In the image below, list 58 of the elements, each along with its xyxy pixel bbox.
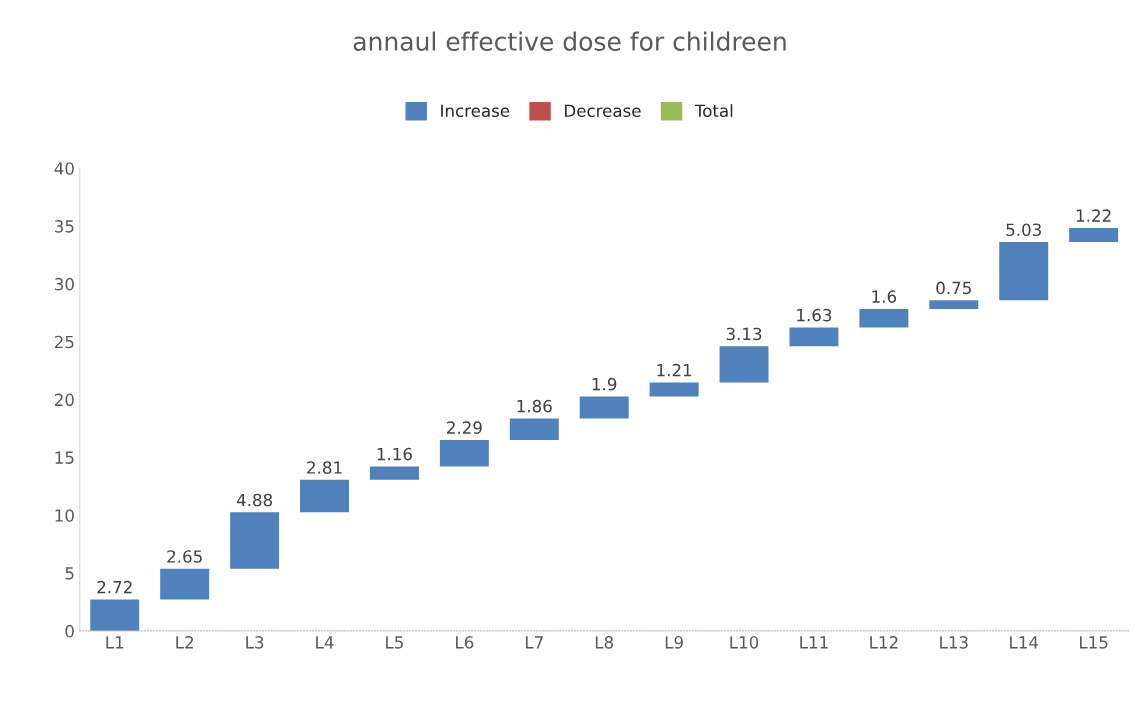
y-tick-label: 20 — [54, 393, 74, 407]
data-label: 1.21 — [657, 363, 692, 377]
x-tick-label: L1 — [106, 636, 124, 649]
x-tick-label: L9 — [665, 636, 683, 649]
bar — [90, 599, 140, 631]
bar — [509, 418, 559, 440]
bar — [929, 300, 979, 309]
data-label: 5.03 — [1006, 223, 1041, 237]
x-tick-label: L3 — [246, 636, 264, 649]
x-tick-label: L14 — [1010, 636, 1039, 649]
x-tick-label: L12 — [870, 636, 898, 649]
y-tick-label: 5 — [65, 567, 74, 580]
data-label: 2.72 — [97, 580, 132, 594]
data-label: 1.16 — [377, 447, 412, 461]
bar — [999, 242, 1049, 301]
x-tick-label: L8 — [595, 636, 613, 649]
data-label: 0.75 — [936, 281, 971, 295]
y-tick-label: 15 — [55, 451, 74, 464]
bar — [369, 466, 419, 480]
bar — [789, 327, 839, 347]
data-label: 4.88 — [236, 493, 273, 507]
data-label: 2.81 — [307, 461, 342, 474]
bar — [1069, 227, 1119, 243]
x-tick-label: L4 — [316, 636, 334, 649]
data-label: 1.86 — [517, 399, 552, 413]
chart-title: annaul effective dose for childreen — [353, 31, 786, 51]
y-tick-label: 10 — [55, 509, 74, 522]
x-tick-label: L6 — [456, 636, 474, 649]
bar — [160, 568, 210, 600]
data-label: 1.9 — [592, 377, 617, 391]
bar — [859, 308, 909, 328]
x-tick-label: L5 — [386, 636, 403, 649]
y-tick-label: 35 — [55, 220, 74, 233]
legend-label: Total — [694, 104, 733, 118]
legend-label: Increase — [441, 104, 510, 118]
x-tick-label: L15 — [1080, 636, 1108, 649]
x-tick-label: L11 — [800, 636, 828, 649]
x-tick-label: L10 — [730, 636, 759, 649]
bar — [719, 346, 769, 383]
data-label: 1.6 — [872, 290, 897, 303]
data-label: 2.65 — [167, 550, 202, 563]
legend-label: Decrease — [565, 104, 641, 118]
x-tick-label: L7 — [525, 636, 543, 649]
data-label: 3.13 — [726, 327, 762, 341]
y-tick-label: 0 — [65, 624, 74, 638]
x-tick-label: L2 — [176, 636, 193, 649]
bar — [230, 512, 280, 569]
data-label: 2.29 — [447, 421, 482, 434]
y-tick-label: 25 — [54, 335, 74, 349]
data-label: 1.22 — [1076, 209, 1111, 222]
data-label: 1.63 — [797, 308, 832, 322]
bar — [300, 479, 349, 513]
bar — [579, 396, 629, 419]
y-tick-label: 30 — [55, 277, 74, 291]
bar — [649, 382, 699, 397]
x-tick-label: L13 — [940, 636, 968, 649]
y-tick-label: 40 — [54, 162, 74, 175]
bar — [439, 439, 489, 467]
